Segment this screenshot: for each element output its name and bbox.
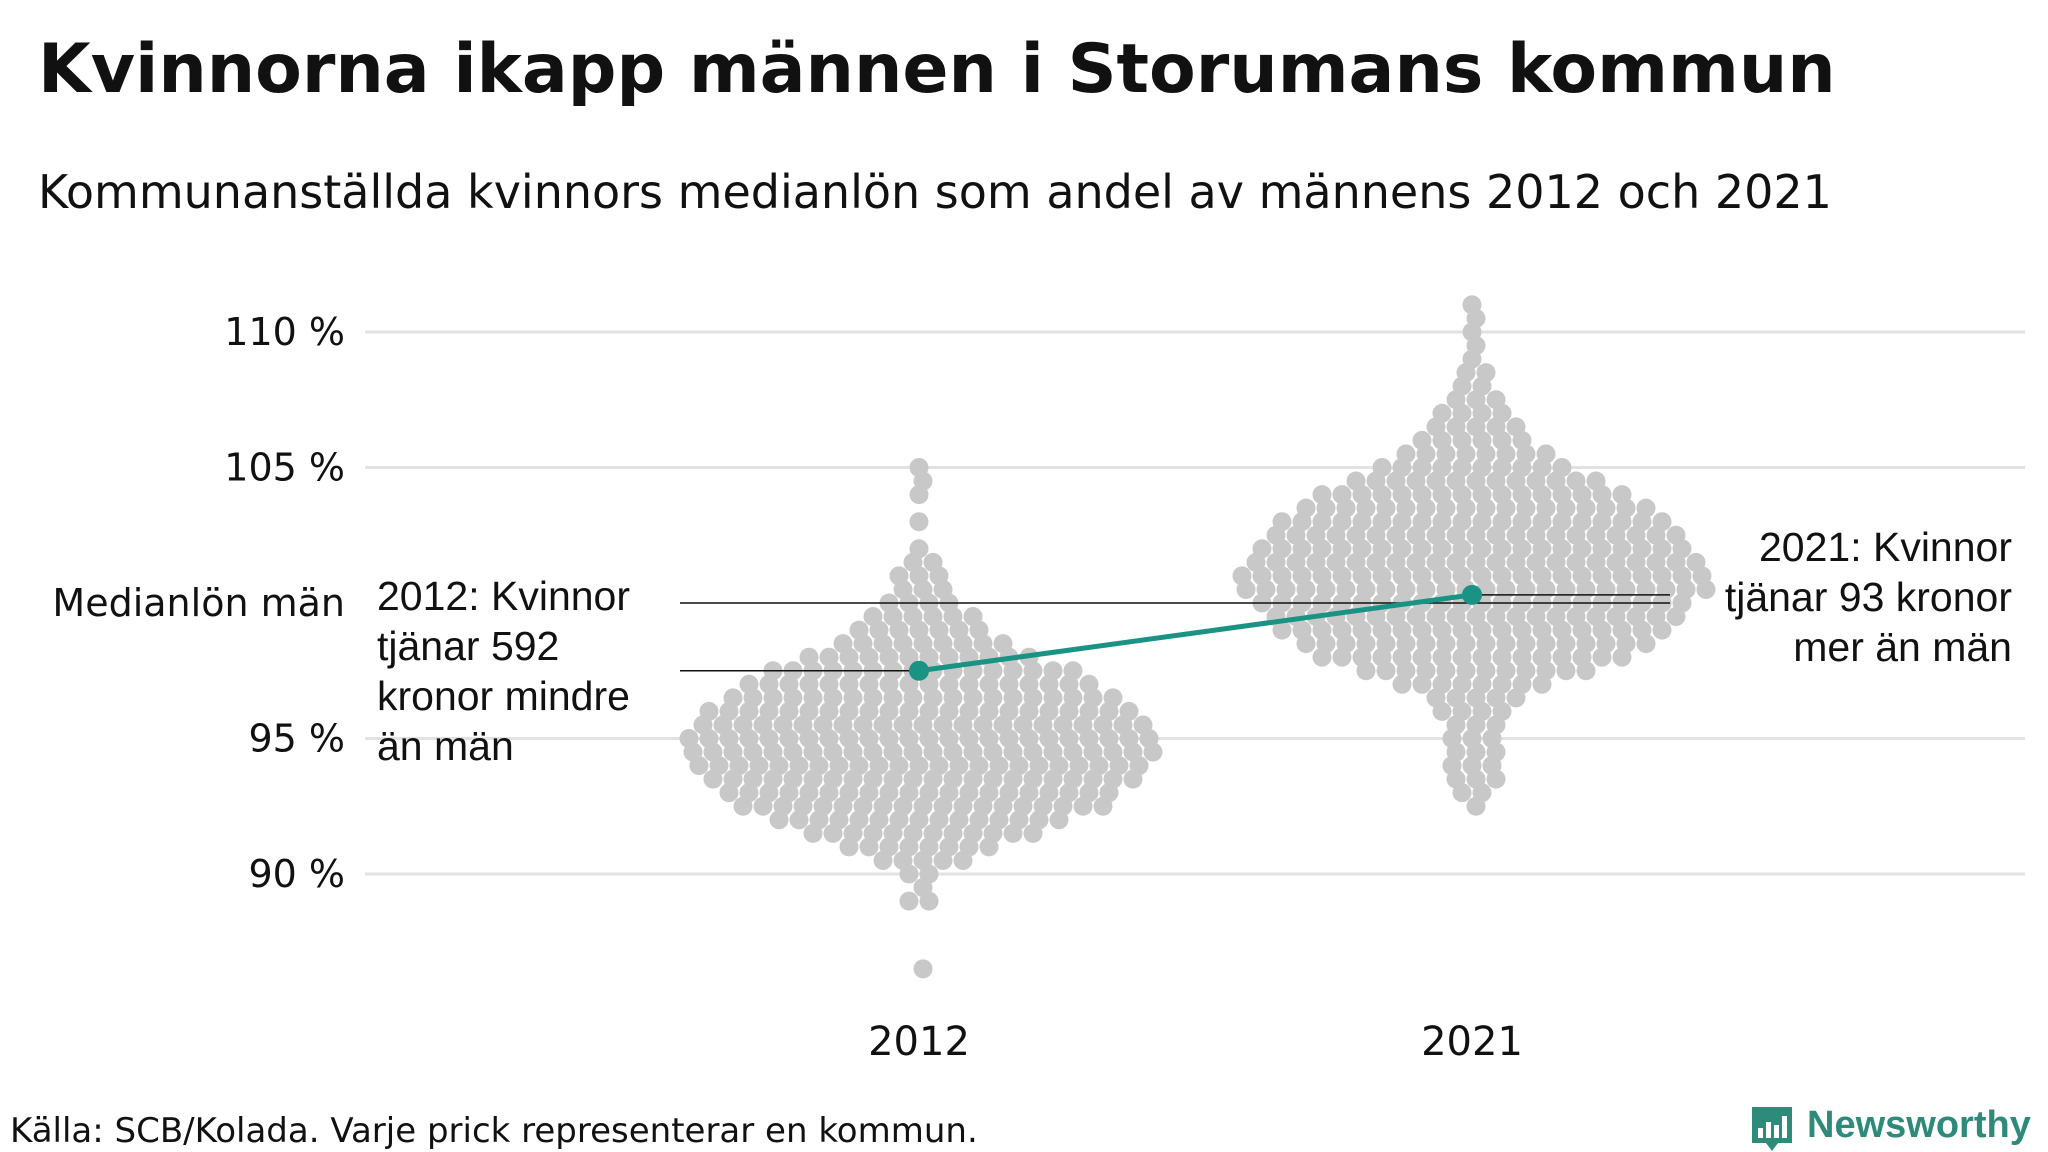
beeswarm-dot bbox=[833, 634, 853, 654]
beeswarm-dot bbox=[909, 512, 929, 532]
y-tick-label: Medianlön män bbox=[52, 581, 345, 625]
beeswarm-dot bbox=[909, 539, 929, 559]
beeswarm-dot bbox=[1612, 485, 1632, 505]
annotation-2012-line: 2012: Kvinnor bbox=[377, 573, 630, 619]
beeswarm-dot bbox=[679, 729, 699, 748]
beeswarm-dot bbox=[1043, 661, 1063, 681]
y-axis-ticks: 90 % 95 % Medianlön män 105 % 110 % bbox=[52, 310, 345, 896]
annotation-2021-line: mer än män bbox=[1793, 624, 2012, 670]
x-tick-label: 2021 bbox=[1421, 1019, 1523, 1065]
brand-name: Newsworthy bbox=[1807, 1104, 2031, 1146]
annotation-2021-line: tjänar 93 kronor bbox=[1725, 574, 2012, 620]
newsworthy-logo[interactable]: Newsworthy bbox=[1752, 1104, 2031, 1151]
beeswarm-dots bbox=[679, 295, 1716, 979]
x-axis-ticks: 2012 2021 bbox=[868, 1019, 1523, 1065]
beeswarm-dot bbox=[889, 566, 909, 586]
chart-subtitle: Kommunanställda kvinnors medianlön som a… bbox=[38, 165, 1832, 219]
reference-lines bbox=[680, 594, 1670, 672]
beeswarm-dot bbox=[963, 607, 983, 627]
beeswarm-dot bbox=[1536, 444, 1556, 464]
highlight-series bbox=[909, 584, 1482, 681]
beeswarm-dot bbox=[1476, 363, 1496, 383]
beeswarm-dot bbox=[1486, 390, 1506, 410]
beeswarm-dot bbox=[819, 647, 839, 667]
x-tick-label: 2012 bbox=[868, 1019, 970, 1065]
beeswarm-dot bbox=[909, 458, 929, 477]
annotation-2021: 2021: Kvinnor tjänar 93 kronor mer än män bbox=[1725, 524, 2012, 670]
source-note: Källa: SCB/Kolada. Varje prick represent… bbox=[10, 1111, 978, 1151]
beeswarm-dot bbox=[913, 959, 933, 979]
beeswarm-dot bbox=[1586, 471, 1606, 491]
beeswarm-dot bbox=[1079, 674, 1099, 694]
annotation-2021-line: 2021: Kvinnor bbox=[1759, 524, 2012, 570]
beeswarm-dot bbox=[699, 701, 719, 721]
chart-title: Kvinnorna ikapp männen i Storumans kommu… bbox=[38, 30, 1836, 109]
beeswarm-dot bbox=[863, 607, 883, 627]
beeswarm-dot bbox=[1119, 701, 1139, 721]
highlight-point bbox=[909, 660, 929, 681]
beeswarm-dot bbox=[1462, 295, 1482, 315]
gridlines bbox=[365, 330, 2025, 876]
beeswarm-dot bbox=[1636, 498, 1656, 518]
newsworthy-logo-icon bbox=[1752, 1107, 1792, 1151]
y-tick-label: 90 % bbox=[248, 852, 345, 896]
beeswarm-dot bbox=[1312, 485, 1332, 505]
beeswarm-dot bbox=[1346, 471, 1366, 491]
beeswarm-dot bbox=[849, 620, 869, 640]
beeswarm-dot bbox=[1372, 458, 1392, 477]
highlight-point bbox=[1462, 584, 1482, 605]
beeswarm-dot bbox=[899, 891, 919, 911]
beeswarm-dot bbox=[1296, 498, 1316, 518]
beeswarm-dot bbox=[923, 552, 943, 572]
beeswarm-dot bbox=[799, 647, 819, 667]
beeswarm-dot bbox=[1332, 485, 1352, 505]
y-tick-label: 105 % bbox=[224, 446, 345, 490]
beeswarm-dot bbox=[1652, 512, 1672, 532]
annotations: 2012: Kvinnor tjänar 592 kronor mindre än m… bbox=[377, 524, 2012, 769]
beeswarm-dot bbox=[1272, 512, 1292, 532]
beeswarm-dot bbox=[1566, 471, 1586, 491]
beeswarm-dot bbox=[1063, 661, 1083, 681]
beeswarm-dot bbox=[1686, 552, 1706, 572]
beeswarm-dot bbox=[1396, 444, 1416, 464]
beeswarm-dot bbox=[1232, 566, 1252, 586]
y-tick-label: 110 % bbox=[224, 310, 345, 354]
beeswarm-dot bbox=[739, 674, 759, 694]
beeswarm-dot bbox=[1666, 525, 1686, 545]
annotation-2012-line: kronor mindre bbox=[377, 673, 630, 719]
beeswarm-dot bbox=[1133, 715, 1153, 735]
beeswarm-dot bbox=[993, 634, 1013, 654]
beeswarm-dot bbox=[1412, 430, 1432, 450]
beeswarm-dot bbox=[1252, 539, 1272, 559]
beeswarm-dot bbox=[1506, 417, 1526, 437]
y-tick-label: 95 % bbox=[248, 717, 345, 761]
annotation-2012-line: än män bbox=[377, 723, 514, 769]
annotation-2012-line: tjänar 592 bbox=[377, 623, 559, 669]
annotation-2012: 2012: Kvinnor tjänar 592 kronor mindre än m… bbox=[377, 573, 630, 769]
beeswarm-dot bbox=[1103, 688, 1123, 708]
beeswarm-dot bbox=[723, 688, 743, 708]
beeswarm-dot bbox=[1552, 458, 1572, 477]
beeswarm-dot bbox=[1432, 403, 1452, 423]
highlight-line bbox=[918, 592, 1473, 674]
